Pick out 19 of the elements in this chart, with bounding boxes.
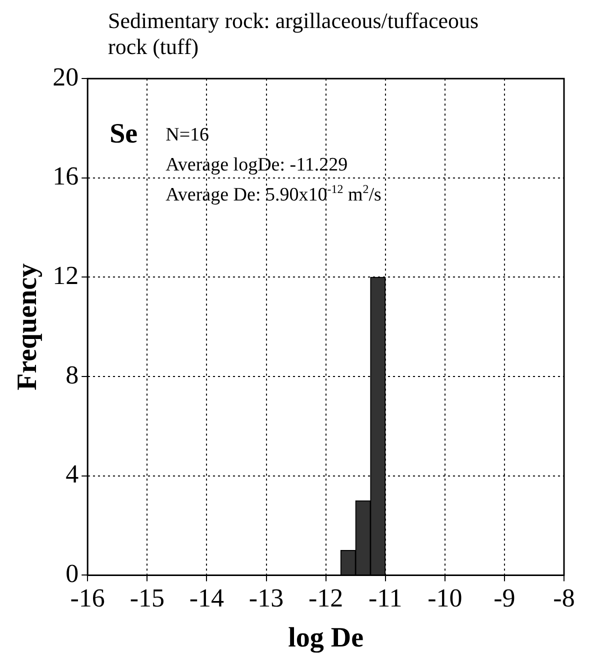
x-tick-label: -15 <box>130 584 164 613</box>
y-axis-title: Frequency <box>12 263 44 390</box>
y-tick-label: 12 <box>52 261 79 290</box>
y-tick-label: 16 <box>52 162 79 191</box>
annotation: N=16 <box>166 124 210 146</box>
y-tick-label: 8 <box>66 360 79 390</box>
x-tick-label: -12 <box>308 584 344 613</box>
annotation: Se <box>110 118 138 150</box>
x-tick-label: -9 <box>494 584 516 613</box>
y-tick-label: 20 <box>52 62 79 92</box>
annotation: Average logDe: -11.229 <box>166 154 348 176</box>
y-tick-label: 4 <box>66 460 79 489</box>
chart-title: Sedimentary rock: argillaceous/tuffaceous rock (tuff) <box>108 8 480 60</box>
x-axis-title: log De <box>288 622 364 654</box>
x-tick-label: -14 <box>189 584 224 613</box>
x-tick-label: -8 <box>553 584 575 613</box>
x-tick-label: -10 <box>428 584 462 613</box>
x-tick-label: -11 <box>368 584 402 613</box>
x-tick-label: -13 <box>248 584 284 613</box>
